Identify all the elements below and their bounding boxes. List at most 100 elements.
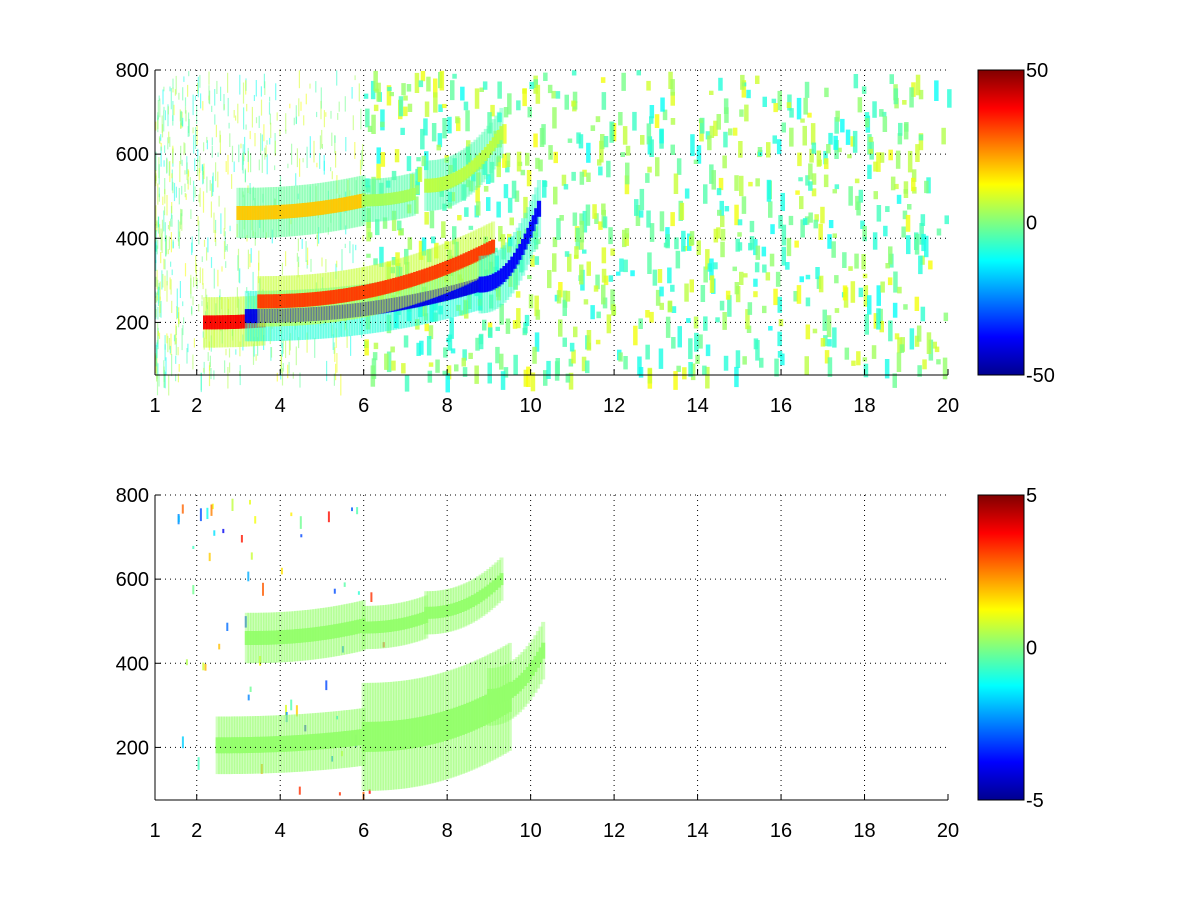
- band-core-cell: [499, 268, 504, 285]
- band-core-cell: [312, 733, 317, 750]
- noise-cell: [897, 337, 902, 354]
- noise-cell: [487, 362, 492, 384]
- band-core-cell: [353, 286, 358, 301]
- noise-cell: [487, 112, 492, 134]
- noise-cell: [671, 337, 676, 349]
- noise-cell: [371, 176, 376, 199]
- noise-cell: [853, 74, 859, 89]
- band-core-cell: [348, 303, 353, 318]
- band-core-cell: [421, 611, 426, 624]
- band-core-cell: [447, 174, 452, 189]
- noise-cell: [346, 328, 348, 348]
- noise-cell: [188, 170, 190, 177]
- noise-cell: [674, 237, 679, 250]
- noise-cell: [876, 308, 881, 330]
- noise-cell: [376, 82, 381, 102]
- noise-cell: [206, 507, 209, 519]
- band-core-cell: [226, 737, 231, 754]
- noise-cell: [834, 184, 840, 190]
- noise-cell: [164, 206, 166, 216]
- band-core-cell: [401, 190, 406, 203]
- noise-cell: [302, 158, 304, 163]
- noise-cell: [918, 133, 924, 151]
- noise-cell: [214, 114, 216, 125]
- noise-cell: [160, 300, 162, 318]
- noise-cell: [716, 227, 721, 239]
- noise-cell: [563, 184, 569, 190]
- noise-cell: [890, 176, 896, 191]
- noise-cell: [155, 151, 157, 171]
- noise-cell: [553, 151, 558, 164]
- noise-cell: [217, 152, 219, 157]
- noise-cell: [769, 253, 775, 267]
- noise-cell: [876, 152, 881, 172]
- noise-cell: [395, 263, 401, 278]
- band-core-cell: [379, 620, 384, 633]
- band-core-cell: [411, 294, 416, 309]
- noise-cell: [164, 145, 166, 153]
- noise-cell: [190, 274, 192, 294]
- noise-cell: [418, 240, 424, 260]
- noise-cell: [156, 292, 158, 303]
- noise-cell: [689, 279, 694, 293]
- noise-cell: [652, 269, 658, 286]
- noise-cell: [845, 129, 851, 145]
- noise-cell: [263, 124, 265, 142]
- noise-cell: [173, 182, 176, 202]
- band-core-cell: [382, 721, 387, 752]
- band-core-cell: [397, 276, 402, 291]
- noise-cell: [552, 237, 558, 248]
- noise-cell: [934, 80, 939, 101]
- noise-cell: [164, 275, 166, 291]
- noise-cell: [335, 263, 337, 280]
- band-core-cell: [320, 306, 325, 321]
- noise-cell: [158, 136, 161, 144]
- band-core-cell: [288, 308, 293, 323]
- noise-cell: [534, 295, 539, 317]
- noise-cell: [538, 159, 543, 172]
- noise-cell: [443, 347, 448, 358]
- noise-cell: [601, 247, 607, 264]
- noise-cell: [222, 528, 225, 534]
- band-core-cell: [470, 160, 475, 175]
- noise-cell: [447, 116, 452, 134]
- noise-cell: [386, 263, 391, 281]
- noise-cell: [601, 92, 607, 110]
- noise-cell: [879, 152, 885, 163]
- noise-cell: [355, 244, 357, 251]
- noise-cell: [181, 209, 183, 231]
- noise-cell: [793, 291, 798, 302]
- noise-cell: [300, 534, 303, 538]
- band-core-cell: [366, 301, 371, 316]
- noise-cell: [351, 507, 353, 512]
- band-core-cell: [398, 618, 403, 631]
- noise-cell: [246, 234, 248, 242]
- noise-cell: [184, 183, 186, 192]
- band-core-cell: [379, 281, 384, 296]
- noise-cell: [172, 145, 174, 164]
- noise-cell: [896, 352, 902, 372]
- x-tick-label: 10: [520, 820, 542, 842]
- noise-cell: [366, 253, 371, 258]
- noise-cell: [735, 350, 741, 368]
- band-core-cell: [278, 630, 283, 645]
- noise-cell: [461, 184, 467, 201]
- noise-cell: [503, 184, 509, 199]
- noise-cell: [601, 268, 607, 283]
- noise-cell: [238, 144, 240, 163]
- noise-cell: [649, 139, 654, 157]
- noise-cell: [290, 219, 292, 225]
- noise-cell: [436, 144, 441, 151]
- noise-cell: [161, 233, 163, 253]
- noise-cell: [571, 70, 577, 76]
- band-core-cell: [523, 670, 528, 686]
- noise-cell: [705, 344, 711, 357]
- noise-cell: [827, 339, 832, 347]
- noise-cell: [157, 322, 159, 344]
- noise-cell: [511, 180, 517, 199]
- noise-cell: [526, 170, 532, 187]
- noise-cell: [160, 134, 162, 141]
- noise-cell: [579, 220, 585, 243]
- noise-cell: [749, 236, 755, 250]
- noise-cell: [780, 192, 785, 211]
